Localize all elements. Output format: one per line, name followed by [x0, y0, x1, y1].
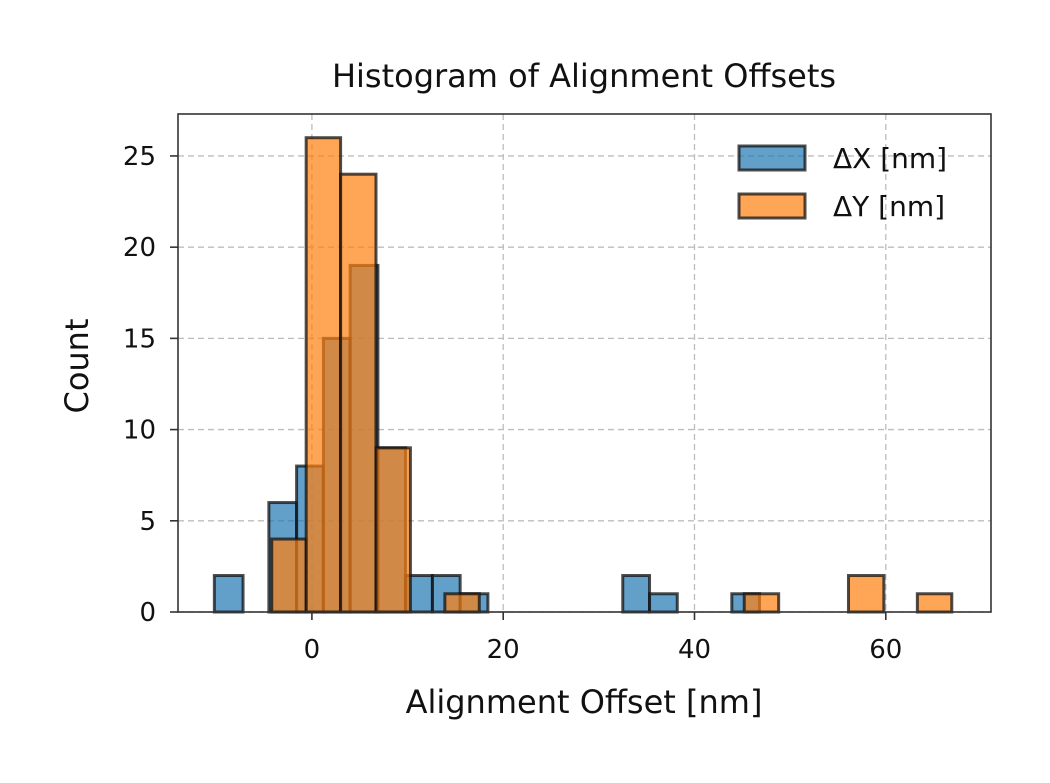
x-tick-label: 0 — [304, 635, 321, 665]
histogram-bar — [648, 592, 679, 614]
histogram-bar — [339, 172, 378, 614]
y-tick-label: 5 — [139, 507, 156, 537]
legend-label-dy: ΔY [nm] — [833, 190, 945, 223]
histogram-bar — [212, 574, 245, 614]
histogram-bars — [212, 136, 954, 614]
x-tick-label: 20 — [487, 635, 520, 665]
histogram-bar — [270, 537, 308, 614]
y-tick-label: 0 — [139, 598, 156, 628]
y-tick-label: 10 — [123, 416, 156, 446]
histogram-bar — [304, 136, 343, 614]
series-1-bars — [270, 136, 954, 614]
axis-ticks: 0 20 40 60 0 5 10 15 20 25 — [123, 142, 902, 665]
x-tick-label: 40 — [678, 635, 711, 665]
histogram-bar — [374, 446, 412, 614]
legend-swatch-dy — [737, 192, 807, 220]
x-axis-label: Alignment Offset [nm] — [406, 683, 763, 721]
histogram-bar — [443, 592, 481, 614]
y-tick-label: 20 — [123, 233, 156, 263]
legend: ΔX [nm] ΔY [nm] — [737, 142, 947, 223]
histogram-bar — [621, 574, 652, 614]
y-tick-label: 25 — [123, 142, 156, 172]
chart-title: Histogram of Alignment Offsets — [332, 57, 836, 95]
legend-label-dx: ΔX [nm] — [833, 142, 947, 175]
histogram-bar — [742, 592, 781, 614]
histogram-bar — [915, 592, 954, 614]
plot-frame — [177, 113, 992, 613]
y-axis-label: Count — [58, 318, 96, 413]
x-tick-label: 60 — [869, 635, 902, 665]
legend-swatch-dx — [737, 144, 807, 172]
y-tick-label: 15 — [123, 324, 156, 354]
histogram-bar — [846, 574, 886, 614]
